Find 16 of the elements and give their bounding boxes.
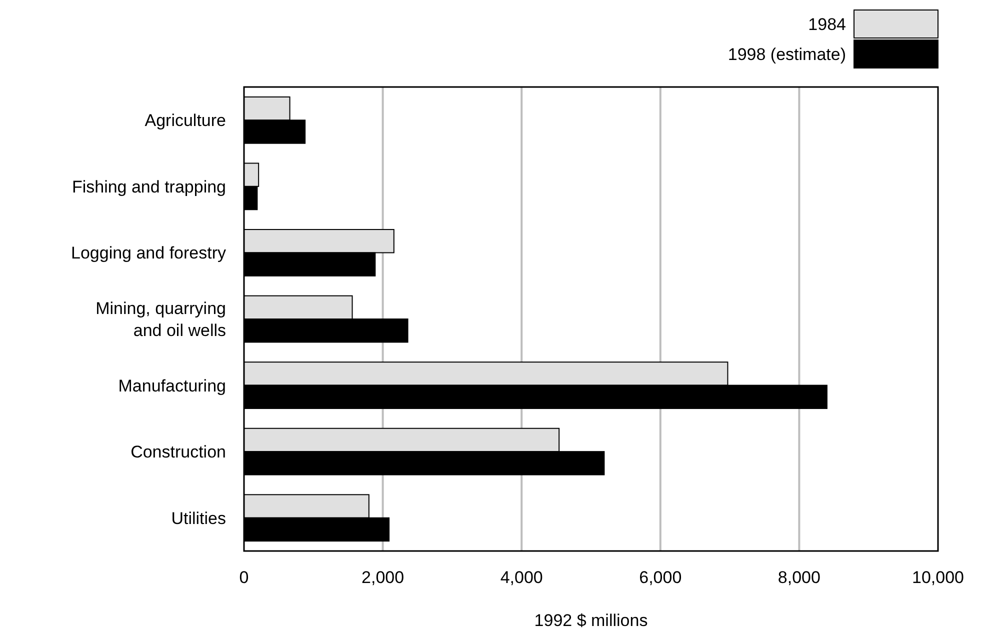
legend-label: 1984 (808, 15, 846, 34)
y-tick-label: Manufacturing (118, 376, 226, 396)
x-tick-label: 2,000 (362, 568, 404, 587)
y-tick-label: Construction (130, 442, 226, 462)
x-tick-label: 4,000 (500, 568, 543, 587)
x-tick-label: 6,000 (639, 568, 682, 587)
x-tick-label: 10,000 (912, 568, 964, 587)
y-tick-label: Mining, quarrying and oil wells (96, 299, 226, 340)
x-axis-title: 1992 $ millions (534, 611, 648, 630)
y-tick-label: Fishing and trapping (72, 177, 226, 196)
y-tick-label: Logging and forestry (71, 244, 226, 263)
x-tick-label: 0 (239, 568, 249, 587)
y-tick-label: Agriculture (144, 111, 226, 130)
y-tick-label: Utilities (171, 508, 226, 528)
legend-label: 1998 (estimate) (728, 45, 846, 64)
x-tick-label: 8,000 (778, 568, 820, 587)
